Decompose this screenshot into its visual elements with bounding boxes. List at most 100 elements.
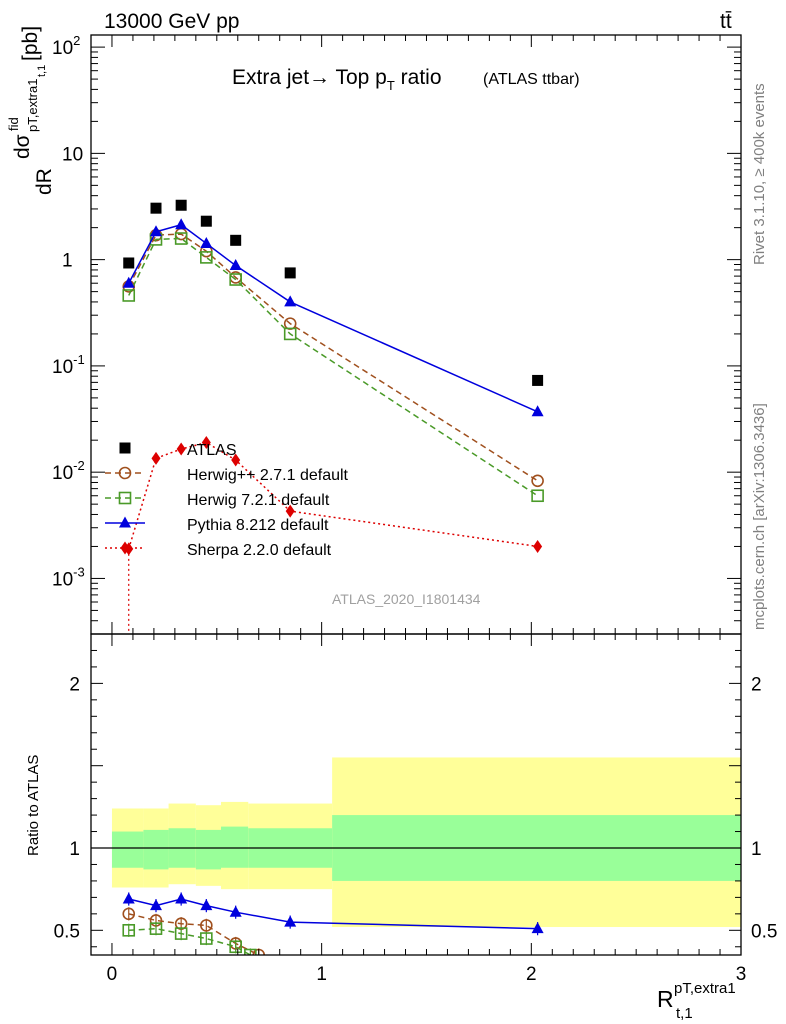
ratio-point	[150, 899, 162, 911]
data-series	[122, 199, 544, 955]
legend-marker	[118, 466, 132, 480]
tick-marks	[91, 35, 742, 955]
data-point	[174, 232, 188, 245]
ylabel-sub: pT,extra1	[25, 79, 40, 132]
data-point	[200, 251, 213, 264]
series-line	[128, 237, 539, 497]
legend-marker	[119, 516, 131, 528]
series-line	[128, 223, 538, 413]
ylabel-unit: [pb]	[19, 26, 42, 61]
x-tick-label: 1	[316, 964, 327, 985]
x-tick-label: 2	[526, 964, 537, 985]
data-point	[122, 276, 135, 288]
axes-frames	[90, 34, 742, 956]
ratio-tick-label-right: 0.5	[751, 921, 777, 942]
ylabel-numerator: dσ	[11, 134, 34, 159]
data-point	[150, 202, 162, 214]
series-main-panel	[122, 232, 544, 503]
series-pythia	[122, 218, 544, 936]
watermark: ATLAS_2020_I1801434	[332, 591, 481, 607]
ratio-tick-label-left: 2	[69, 674, 80, 695]
ratio-point	[174, 927, 188, 940]
series-ratio-panel	[122, 922, 257, 955]
data-point	[151, 451, 161, 465]
series-sherpa	[124, 436, 543, 634]
data-point	[231, 453, 241, 467]
y-tick-label: 10-2	[52, 458, 85, 484]
rivet-label: Rivet 3.1.10, ≥ 400k events	[751, 83, 768, 265]
ratio-point	[229, 905, 242, 917]
ratio-tick-label-right: 2	[751, 674, 762, 695]
x-tick-label: 0	[107, 964, 118, 985]
data-point	[533, 539, 543, 553]
data-point	[532, 374, 544, 386]
ratio-point	[175, 892, 188, 904]
y-axis-label-top: dR dσ fid pT,extra1 t,1 [pb]	[6, 26, 56, 195]
ratio-point	[122, 892, 135, 904]
y-tick-label: 10-3	[52, 564, 85, 590]
ratio-point	[149, 922, 163, 935]
series-ratio-panel	[122, 892, 544, 936]
data-point	[201, 436, 211, 450]
legend-entry: ATLAS	[119, 442, 237, 459]
data-point	[531, 474, 544, 488]
ratio-point	[200, 899, 213, 911]
legend-label: Herwig 7.2.1 default	[187, 492, 330, 509]
ratio-line	[128, 913, 260, 955]
legend-entry: Sherpa 2.2.0 default	[105, 541, 332, 559]
legend-entry: Herwig 7.2.1 default	[105, 491, 330, 509]
y-tick-label: 102	[52, 33, 80, 59]
ylabel-denominator: dR	[33, 168, 56, 195]
ylabel-fid: fid	[6, 117, 21, 131]
ratio-point	[122, 924, 136, 937]
x-tick-label: 3	[736, 964, 747, 985]
data-point	[200, 215, 212, 227]
data-point	[283, 327, 297, 341]
legend-label: Herwig++ 2.7.1 default	[187, 467, 349, 484]
data-point	[229, 259, 242, 271]
data-point	[175, 218, 188, 230]
y-axis-label-ratio: Ratio to ATLAS	[25, 755, 42, 856]
y-tick-label: 10	[62, 144, 83, 165]
data-point	[531, 489, 544, 503]
ratio-point	[284, 915, 297, 927]
legend-label: Sherpa 2.2.0 default	[187, 542, 332, 559]
ylabel-sub2: t,1	[36, 65, 48, 77]
ratio-tick-label-right: 1	[751, 839, 762, 860]
xlabel-sup: pT,extra1	[674, 980, 736, 997]
data-point	[284, 267, 296, 279]
y-tick-label: 10-1	[52, 352, 85, 378]
ratio-point	[200, 932, 213, 945]
ratio-tick-label-left: 0.5	[54, 921, 80, 942]
band-inner	[111, 831, 144, 868]
series-main-panel	[124, 436, 543, 634]
ratio-point	[531, 922, 544, 934]
y-tick-label: 1	[62, 251, 73, 272]
ratio-point	[229, 940, 242, 954]
legend-marker	[119, 442, 131, 454]
band-inner	[195, 829, 221, 870]
legend-label: ATLAS	[187, 442, 237, 459]
band-inner	[143, 829, 169, 870]
data-point	[176, 442, 186, 456]
ratio-point	[122, 907, 136, 921]
process-label: tt̄	[720, 10, 732, 33]
ratio-frame	[90, 633, 742, 956]
ratio-line	[128, 927, 251, 955]
legend-label: Pythia 8.212 default	[187, 517, 329, 534]
energy-label: 13000 GeV pp	[104, 10, 239, 33]
data-point	[123, 257, 135, 269]
chart-title-small: (ATLAS ttbar)	[483, 71, 580, 88]
ratio-point	[244, 948, 257, 955]
series-main-panel	[123, 199, 544, 386]
xlabel-main: R	[657, 986, 674, 1012]
series-ratio-panel	[122, 907, 266, 955]
x-axis-label: R pT,extra1 t,1	[657, 980, 736, 1022]
legend-marker	[118, 491, 132, 505]
xlabel-sub: t,1	[676, 1005, 693, 1022]
ratio-uncertainty-bands	[91, 757, 741, 928]
data-point	[122, 289, 136, 302]
data-point	[150, 225, 162, 237]
band-inner	[221, 826, 249, 868]
data-point	[175, 199, 187, 211]
